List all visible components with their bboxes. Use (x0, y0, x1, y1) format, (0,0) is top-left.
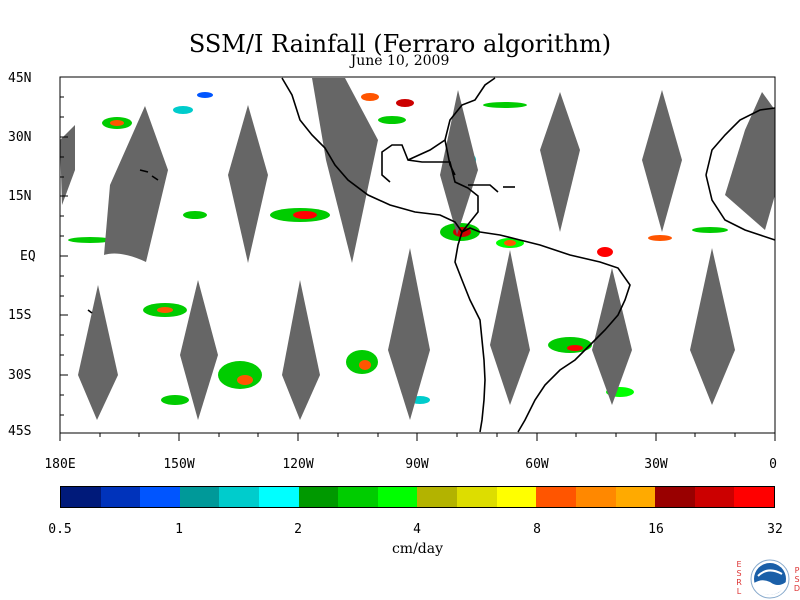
colorbar-swatch (61, 487, 101, 507)
lat-label-30s: 30S (8, 368, 32, 383)
colorbar-tick-2: 2 (294, 522, 302, 537)
map-date: June 10, 2009 (350, 53, 450, 69)
colorbar-tick-8: 8 (533, 522, 541, 537)
logo-letter-s2: S (794, 575, 800, 584)
colorbar-swatch (417, 487, 458, 507)
colorbar-swatch (259, 487, 299, 507)
rain-itcz (68, 102, 728, 257)
colorbar-swatch (179, 487, 220, 507)
lat-label-45n: 45N (8, 71, 32, 86)
colorbar-swatch (457, 487, 497, 507)
colorbar-swatch (615, 487, 656, 507)
lat-label-30n: 30N (8, 130, 32, 145)
swath-gaps (60, 78, 775, 420)
map-ticks (59, 76, 776, 441)
rain-south (143, 303, 634, 405)
map-title: SSM/I Rainfall (Ferraro algorithm) (188, 30, 612, 58)
logo-letter-p: P (794, 566, 800, 575)
lat-label-eq: EQ (20, 249, 36, 264)
lon-label-0: 0 (769, 457, 777, 472)
noaa-logo-icon (750, 559, 790, 599)
colorbar-units: cm/day (391, 541, 444, 557)
logo-letter-l: L (736, 587, 742, 596)
lon-label-180e: 180E (44, 457, 76, 472)
colorbar-swatch (100, 487, 141, 507)
colorbar-tick-1: 1 (175, 522, 183, 537)
colorbar-swatch (734, 487, 774, 507)
colorbar-swatch (377, 487, 418, 507)
lat-label-45s: 45S (8, 424, 32, 439)
logo-letter-d: D (793, 584, 800, 593)
coastlines (87, 77, 776, 433)
logo-letter-r: R (736, 578, 742, 587)
colorbar-swatch (536, 487, 576, 507)
colorbar-swatch (575, 487, 616, 507)
lat-label-15n: 15N (8, 189, 32, 204)
colorbar-tick-32: 32 (767, 522, 783, 537)
logo-letter-s: S (736, 569, 742, 578)
colorbar-swatch (140, 487, 180, 507)
lon-label-60w: 60W (525, 457, 549, 472)
colorbar-tick-16: 16 (648, 522, 664, 537)
colorbar-swatch (655, 487, 695, 507)
colorbar-tick-0-5: 0.5 (48, 522, 72, 537)
colorbar-swatch (694, 487, 735, 507)
lon-label-30w: 30W (644, 457, 668, 472)
colorbar (60, 486, 775, 508)
rain-areas (68, 92, 728, 405)
lon-label-120w: 120W (282, 457, 314, 472)
colorbar-swatch (338, 487, 378, 507)
colorbar-swatch (219, 487, 260, 507)
rain-pacific-north (102, 92, 414, 222)
lon-label-90w: 90W (405, 457, 429, 472)
logo-letter-e: E (736, 560, 742, 569)
colorbar-tick-4: 4 (413, 522, 421, 537)
lon-label-150w: 150W (163, 457, 195, 472)
colorbar-swatch (496, 487, 537, 507)
lat-label-15s: 15S (8, 308, 32, 323)
colorbar-swatch (298, 487, 339, 507)
